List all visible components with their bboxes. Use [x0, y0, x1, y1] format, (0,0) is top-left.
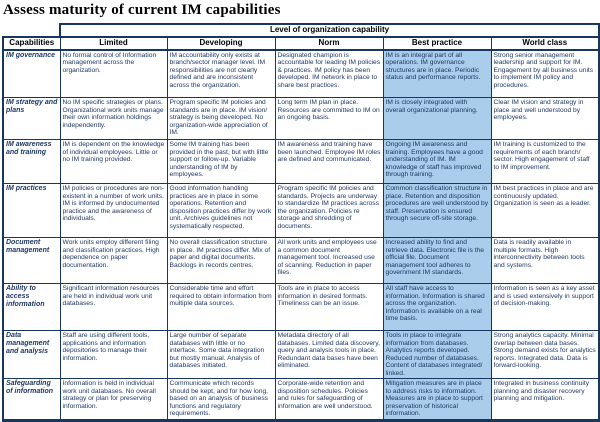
capability-label: IM strategy and plans — [2, 97, 61, 141]
cell: No IM specific strategies or plans. Orga… — [59, 97, 168, 141]
cell: Some IM training has been provided in th… — [166, 139, 276, 185]
cell: No formal control of Information managem… — [59, 49, 168, 99]
cell: Program specific IM policies and standar… — [166, 97, 276, 141]
cell-highlighted: All staff have access to information. In… — [382, 283, 492, 332]
table-row: Ability to access information Significan… — [2, 283, 600, 332]
cell: Designated champion is accountable for l… — [274, 49, 384, 99]
cell: Significant information resources are he… — [59, 283, 168, 332]
column-header-limited: Limited — [59, 35, 168, 51]
cell-highlighted: Increased ability to find and retrieve d… — [382, 237, 492, 285]
cell: IM is dependent on the knowledge of indi… — [59, 139, 168, 185]
column-header-row: Capabilities Limited Developing Norm Bes… — [2, 35, 600, 51]
column-header-developing: Developing — [166, 35, 276, 51]
cell: Data is readily available in multiple fo… — [490, 237, 600, 285]
cell: Work units employ different filing and c… — [59, 237, 168, 285]
maturity-table: Level of organization capability Capabil… — [2, 23, 600, 422]
cell: Program specific IM policies and standar… — [274, 183, 384, 239]
header-group-label: Level of organization capability — [58, 23, 600, 38]
cell-highlighted: Ongoing IM awareness and training. Emplo… — [382, 139, 492, 185]
cell: Integrated in business continuity planni… — [490, 378, 600, 422]
cell: Considerable time and effort required to… — [166, 283, 276, 332]
column-header-norm: Norm — [274, 35, 384, 51]
cell: Good information handling practices are … — [166, 183, 276, 239]
capability-label: Safeguarding of information — [2, 378, 61, 422]
table-row: IM awareness and training IM is dependen… — [2, 139, 600, 185]
capability-label: IM awareness and training — [2, 139, 61, 185]
cell: Clear IM vision and strategy in place an… — [490, 97, 600, 141]
cell: IM accountability only exists at branch/… — [166, 49, 276, 99]
capability-label: Ability to access information — [2, 283, 61, 332]
corner-spacer — [3, 24, 60, 37]
cell: Corporate-wide retention and disposition… — [274, 378, 384, 422]
table-row: Document management Work units employ di… — [2, 237, 600, 285]
table-row: Safeguarding of information Information … — [2, 378, 600, 422]
cell: IM training is customized to the require… — [490, 139, 600, 185]
cell: Information is seen as a key asset and i… — [490, 283, 600, 332]
cell: All work units and employees use a commo… — [274, 237, 384, 285]
cell: Communicate which records should be kept… — [166, 378, 276, 422]
cell: Strong analytics capacity. Minimal overl… — [490, 330, 600, 380]
table-row: IM governance No formal control of Infor… — [2, 49, 600, 99]
table-row: Data management and analysis Staff are u… — [2, 330, 600, 380]
capability-label: Document management — [2, 237, 61, 285]
table-row: IM practices IM policies or procedures a… — [2, 183, 600, 239]
cell: Metadata directory of all databases. Lim… — [274, 330, 384, 380]
page-title: Assess maturity of current IM capabiliti… — [3, 2, 281, 18]
cell: Staff are using different tools, applica… — [59, 330, 168, 380]
column-header-world-class: World class — [490, 35, 600, 51]
cell-highlighted: Common classification structure in place… — [382, 183, 492, 239]
cell: IM policies or procedures are non-existe… — [59, 183, 168, 239]
cell-highlighted: Tools in place to integrate information … — [382, 330, 492, 380]
cell: Information is held in individual work u… — [59, 378, 168, 422]
capability-label: Data management and analysis — [2, 330, 61, 380]
cell-highlighted: Mitigation measures are in place to addr… — [382, 378, 492, 422]
capability-label: IM governance — [2, 49, 61, 99]
cell: No overall classification structure in p… — [166, 237, 276, 285]
cell-highlighted: IM is an integral part of all operations… — [382, 49, 492, 99]
column-header-best-practice: Best practice — [382, 35, 492, 51]
column-header-capabilities: Capabilities — [2, 35, 61, 51]
cell: IM awareness and training have been laun… — [274, 139, 384, 185]
header-group-row: Level of organization capability — [3, 23, 600, 38]
cell: Strong senior management leadership and … — [490, 49, 600, 99]
table-row: IM strategy and plans No IM specific str… — [2, 97, 600, 141]
cell: Long term IM plan in place. Resources ar… — [274, 97, 384, 141]
cell-highlighted: IM is closely integrated with overall or… — [382, 97, 492, 141]
capability-label: IM practices — [2, 183, 61, 239]
cell: IM best practices in place and are conti… — [490, 183, 600, 239]
cell: Large number of separate databases with … — [166, 330, 276, 380]
cell: Tools are in place to access information… — [274, 283, 384, 332]
